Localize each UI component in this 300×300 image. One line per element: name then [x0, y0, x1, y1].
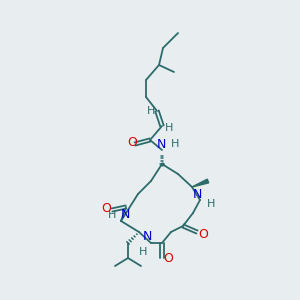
- Text: H: H: [207, 199, 215, 209]
- Polygon shape: [192, 179, 209, 187]
- Text: O: O: [198, 227, 208, 241]
- Text: H: H: [171, 139, 179, 149]
- Text: O: O: [127, 136, 137, 148]
- Text: H: H: [165, 123, 173, 133]
- Text: H: H: [108, 210, 116, 220]
- Text: N: N: [120, 208, 130, 221]
- Text: N: N: [156, 139, 166, 152]
- Text: O: O: [163, 251, 173, 265]
- Text: N: N: [192, 188, 202, 202]
- Text: N: N: [142, 230, 152, 244]
- Text: H: H: [139, 247, 147, 257]
- Text: H: H: [147, 106, 155, 116]
- Text: O: O: [101, 202, 111, 214]
